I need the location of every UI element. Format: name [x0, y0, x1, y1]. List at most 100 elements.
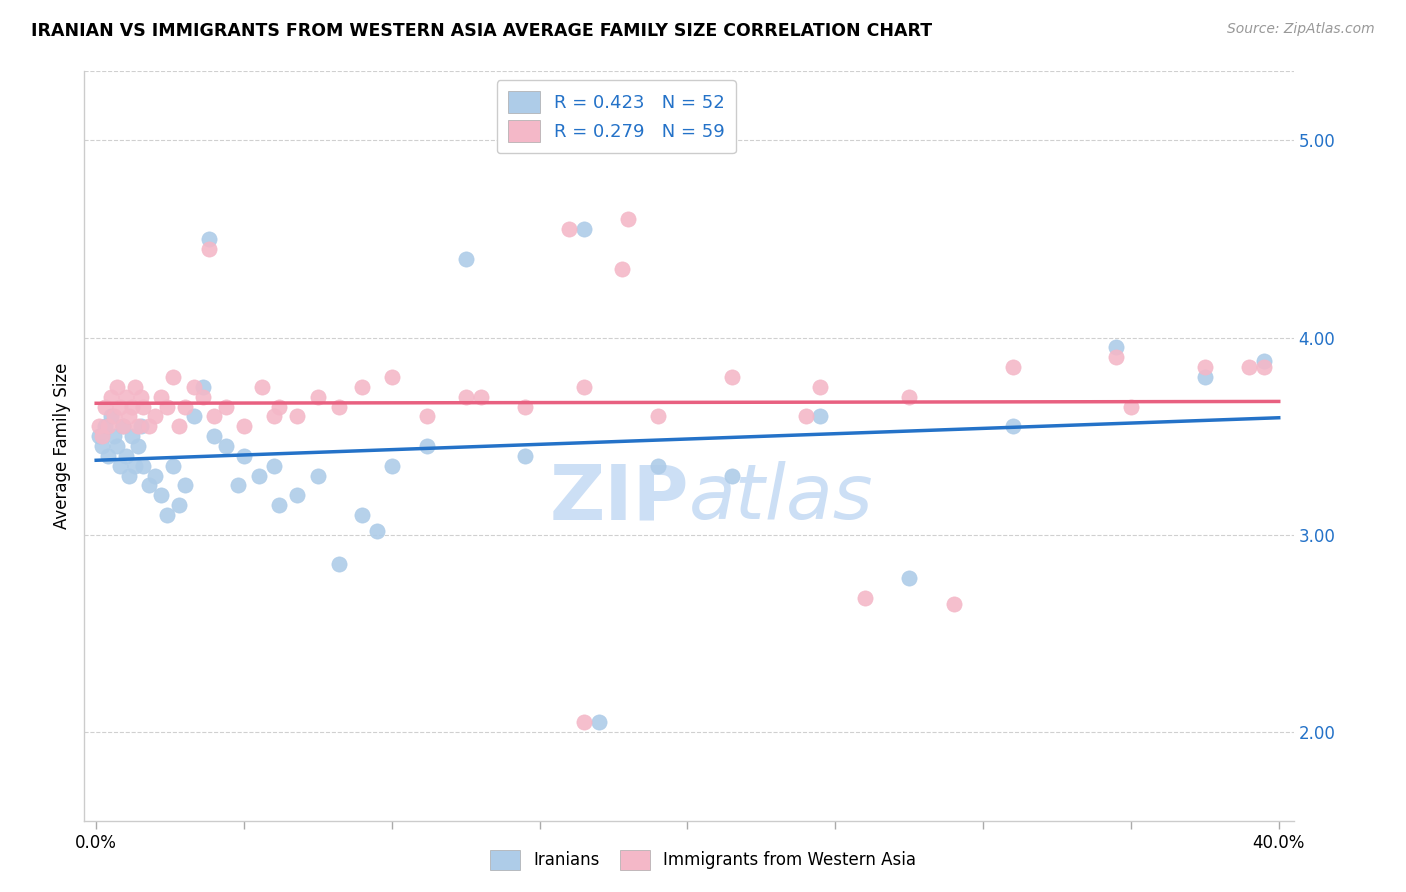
Y-axis label: Average Family Size: Average Family Size — [53, 363, 72, 529]
Point — [1119, 400, 1142, 414]
Point — [328, 558, 350, 572]
Point — [204, 429, 226, 443]
Point — [91, 429, 114, 443]
Point — [191, 390, 214, 404]
Point — [720, 468, 742, 483]
Point — [173, 400, 195, 414]
Point — [898, 571, 921, 585]
Point — [269, 498, 291, 512]
Point — [111, 419, 134, 434]
Point — [470, 390, 492, 404]
Point — [118, 409, 141, 424]
Text: IRANIAN VS IMMIGRANTS FROM WESTERN ASIA AVERAGE FAMILY SIZE CORRELATION CHART: IRANIAN VS IMMIGRANTS FROM WESTERN ASIA … — [31, 22, 932, 40]
Point — [247, 468, 270, 483]
Point — [103, 409, 125, 424]
Point — [132, 458, 155, 473]
Point — [143, 409, 166, 424]
Point — [183, 380, 205, 394]
Point — [114, 449, 136, 463]
Point — [89, 419, 111, 434]
Point — [1105, 340, 1128, 354]
Point — [572, 222, 595, 236]
Point — [103, 429, 125, 443]
Point — [942, 597, 965, 611]
Point — [352, 380, 374, 394]
Point — [263, 458, 285, 473]
Point — [105, 380, 128, 394]
Point — [94, 400, 117, 414]
Text: Source: ZipAtlas.com: Source: ZipAtlas.com — [1227, 22, 1375, 37]
Point — [647, 409, 669, 424]
Point — [162, 370, 184, 384]
Point — [454, 390, 477, 404]
Point — [215, 439, 238, 453]
Point — [132, 400, 155, 414]
Point — [108, 400, 131, 414]
Point — [366, 524, 388, 538]
Point — [381, 370, 404, 384]
Point — [89, 429, 111, 443]
Point — [197, 242, 219, 256]
Point — [307, 468, 329, 483]
Point — [810, 380, 832, 394]
Text: atlas: atlas — [689, 461, 873, 535]
Point — [416, 439, 439, 453]
Point — [100, 390, 122, 404]
Point — [124, 380, 146, 394]
Point — [226, 478, 249, 492]
Point — [162, 458, 184, 473]
Point — [328, 400, 350, 414]
Point — [138, 478, 160, 492]
Point — [647, 458, 669, 473]
Point — [138, 419, 160, 434]
Point — [150, 390, 173, 404]
Point — [352, 508, 374, 522]
Point — [250, 380, 273, 394]
Point — [810, 409, 832, 424]
Legend: Iranians, Immigrants from Western Asia: Iranians, Immigrants from Western Asia — [484, 843, 922, 877]
Point — [127, 419, 149, 434]
Point — [204, 409, 226, 424]
Point — [97, 449, 120, 463]
Point — [1253, 360, 1275, 375]
Point — [853, 591, 876, 605]
Point — [143, 468, 166, 483]
Point — [191, 380, 214, 394]
Point — [127, 439, 149, 453]
Point — [91, 439, 114, 453]
Text: ZIP: ZIP — [550, 461, 689, 535]
Point — [794, 409, 817, 424]
Point — [167, 419, 190, 434]
Point — [263, 409, 285, 424]
Point — [156, 508, 179, 522]
Point — [1237, 360, 1260, 375]
Point — [513, 449, 536, 463]
Point — [118, 468, 141, 483]
Point — [129, 419, 152, 434]
Point — [1194, 370, 1216, 384]
Point — [558, 222, 581, 236]
Point — [100, 409, 122, 424]
Point — [215, 400, 238, 414]
Point — [572, 380, 595, 394]
Point — [454, 252, 477, 266]
Point — [197, 232, 219, 246]
Point — [173, 478, 195, 492]
Point — [183, 409, 205, 424]
Point — [513, 400, 536, 414]
Point — [121, 429, 143, 443]
Point — [167, 498, 190, 512]
Legend: R = 0.423   N = 52, R = 0.279   N = 59: R = 0.423 N = 52, R = 0.279 N = 59 — [496, 80, 737, 153]
Point — [720, 370, 742, 384]
Point — [105, 439, 128, 453]
Point — [233, 419, 256, 434]
Point — [307, 390, 329, 404]
Point — [97, 419, 120, 434]
Point — [572, 714, 595, 729]
Point — [285, 488, 308, 502]
Point — [269, 400, 291, 414]
Point — [617, 212, 640, 227]
Point — [1253, 354, 1275, 368]
Point — [1001, 419, 1024, 434]
Point — [108, 458, 131, 473]
